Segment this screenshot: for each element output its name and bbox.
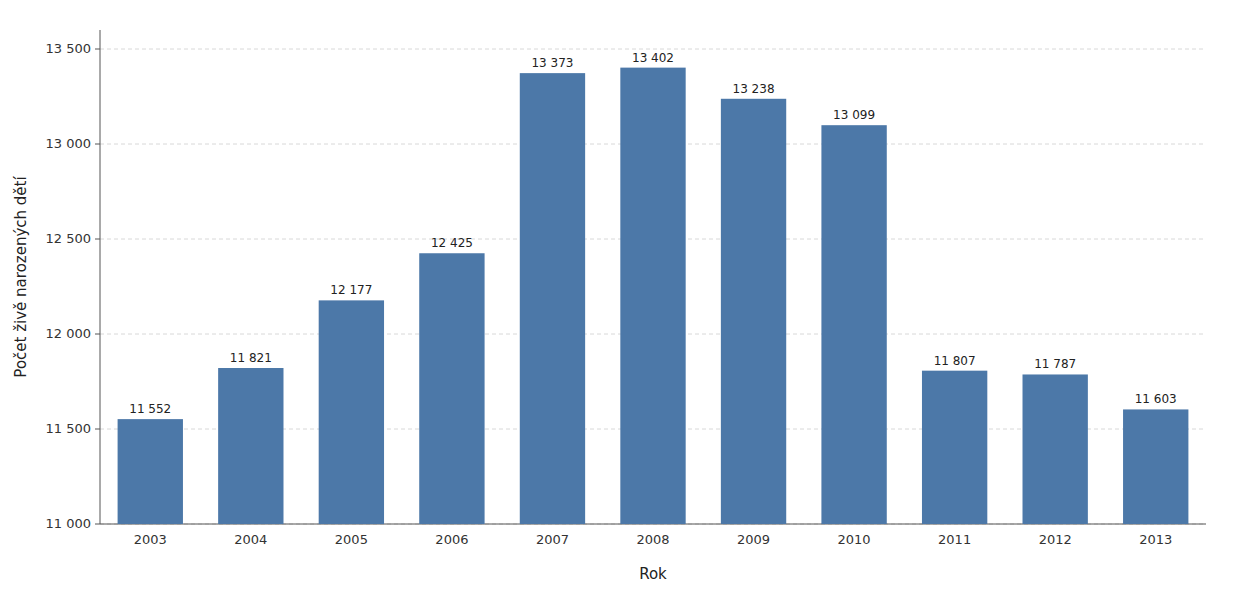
data-label: 13 402 <box>632 51 674 65</box>
chart: 11 000 11 500 12 000 12 500 13 000 13 500 2003… <box>0 0 1236 599</box>
y-axis-label: Počet živě narozených dětí <box>12 176 30 378</box>
data-labels: 11 552 11 821 12 177 12 425 13 373 13 402 13 2… <box>129 51 1176 417</box>
y-tick <box>95 334 100 335</box>
bar <box>218 368 283 524</box>
x-tick-label: 2004 <box>234 532 267 547</box>
grid <box>100 49 1206 524</box>
data-label: 13 373 <box>531 56 573 70</box>
data-label: 12 425 <box>431 236 473 250</box>
y-tick-label: 13 000 <box>46 136 92 151</box>
data-label: 13 238 <box>733 82 775 96</box>
x-tick-label: 2011 <box>938 532 971 547</box>
y-axis-line <box>100 30 101 524</box>
bar <box>721 99 786 524</box>
y-tick <box>95 429 100 430</box>
y-tick-label: 11 000 <box>46 516 92 531</box>
bar <box>620 68 685 524</box>
y-tick-label: 12 500 <box>46 231 92 246</box>
x-tick-label: 2009 <box>737 532 770 547</box>
y-tick <box>95 524 100 525</box>
bar <box>118 419 183 524</box>
y-tick <box>95 144 100 145</box>
data-label: 11 787 <box>1034 357 1076 371</box>
x-tick-label: 2013 <box>1139 532 1172 547</box>
grid-line <box>100 49 1206 50</box>
data-label: 12 177 <box>330 283 372 297</box>
x-tick-label: 2003 <box>134 532 167 547</box>
data-label: 11 552 <box>129 402 171 416</box>
bar <box>821 125 886 524</box>
bar <box>922 371 987 524</box>
bar <box>1123 409 1188 524</box>
x-tick-label: 2007 <box>536 532 569 547</box>
bars <box>118 68 1189 524</box>
bar <box>1023 374 1088 524</box>
chart-container: 11 000 11 500 12 000 12 500 13 000 13 500 2003… <box>0 0 1236 599</box>
x-tick-label: 2005 <box>335 532 368 547</box>
x-tick-label: 2008 <box>636 532 669 547</box>
y-tick-label: 13 500 <box>46 41 92 56</box>
x-axis-label: Rok <box>639 565 667 583</box>
data-label: 11 807 <box>934 354 976 368</box>
bar <box>319 300 384 524</box>
bar <box>520 73 585 524</box>
data-label: 13 099 <box>833 108 875 122</box>
x-tick-label: 2006 <box>435 532 468 547</box>
data-label: 11 821 <box>230 351 272 365</box>
x-tick-label: 2010 <box>838 532 871 547</box>
x-tick-label: 2012 <box>1039 532 1072 547</box>
y-tick <box>95 239 100 240</box>
y-tick-label: 12 000 <box>46 326 92 341</box>
axes: 11 000 11 500 12 000 12 500 13 000 13 500 2003… <box>46 30 1207 547</box>
data-label: 11 603 <box>1135 392 1177 406</box>
y-tick <box>95 49 100 50</box>
y-tick-label: 11 500 <box>46 421 92 436</box>
bar <box>419 253 484 524</box>
